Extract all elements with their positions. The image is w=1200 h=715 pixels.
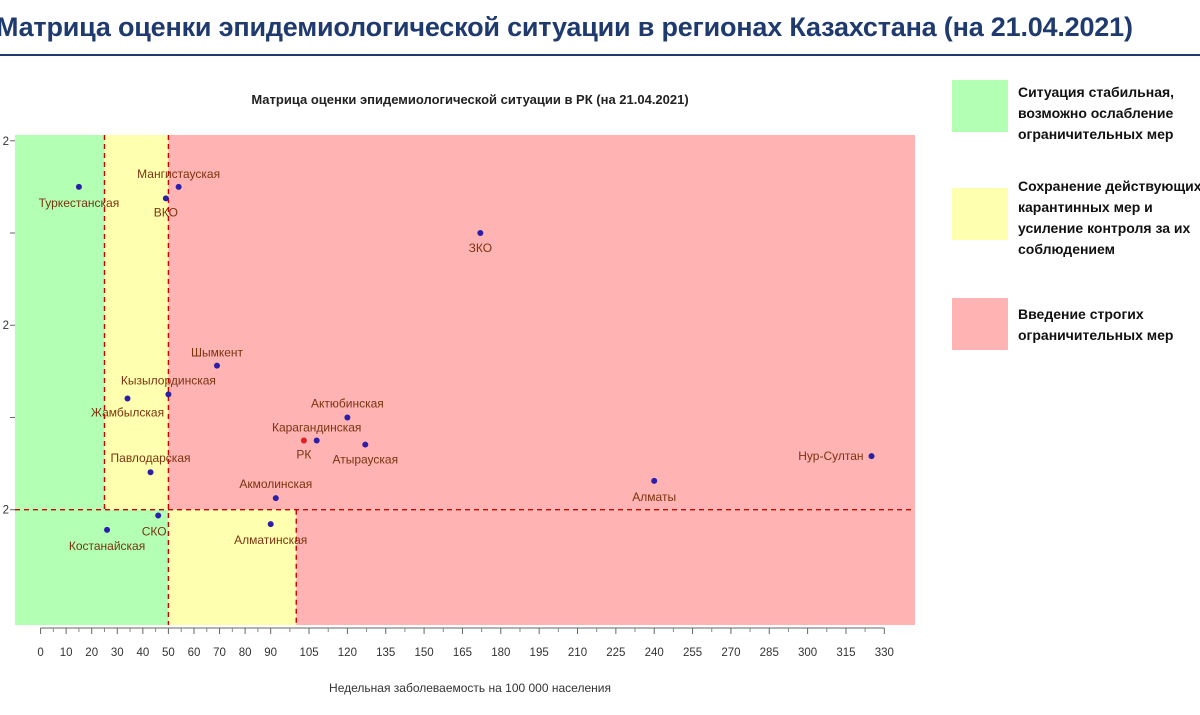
point-label: Атырауская [332,453,398,467]
data-point [104,526,111,533]
data-point [162,195,169,202]
data-point [344,414,351,421]
x-tick-label: 330 [875,647,894,659]
x-tick-label: 240 [645,647,664,659]
data-point [147,469,154,476]
x-tick-label: 225 [606,647,625,659]
data-point [213,362,220,369]
x-tick-label: 120 [338,647,357,659]
data-point [175,183,182,190]
point-label: Туркестанская [39,196,120,210]
x-tick-label: 90 [264,647,277,659]
x-tick-label: 50 [162,647,175,659]
x-tick-label: 80 [239,647,252,659]
point-label: Костанайская [69,539,145,553]
x-axis-label: Недельная заболеваемость на 100 000 насе… [329,681,611,695]
zone-green-3 [15,509,169,625]
point-label: Актюбинская [311,396,384,410]
point-label: Кызылординская [121,373,216,387]
x-tick-label: 70 [213,647,226,659]
chart-title: Матрица оценки эпидемиологической ситуац… [251,92,689,107]
data-point [477,230,484,236]
legend: Ситуация стабильная, возможно ослабление… [952,80,1200,360]
x-tick-label: 165 [453,647,472,659]
x-tick-label: 0 [37,647,43,659]
point-label: Шымкент [191,346,244,360]
data-point [124,395,131,402]
data-point [267,521,274,528]
x-tick-label: 255 [683,647,702,659]
x-tick-label: 105 [299,647,318,659]
zone-red-5 [296,509,915,625]
zone-yellow-4 [168,509,297,625]
x-tick-label: 210 [568,647,587,659]
x-tick-label: 60 [188,647,201,659]
x-tick-label: 40 [136,647,149,659]
legend-text-maintain: Сохранение действующих карантинных мер и… [1018,178,1200,257]
x-tick-label: 30 [111,647,124,659]
title-divider [0,54,1200,56]
x-tick-label: 10 [60,647,73,659]
legend-swatch-red [952,298,1008,350]
data-point [300,437,307,444]
x-tick-label: 20 [85,647,98,659]
point-label: ЗКО [469,241,492,255]
data-point [272,495,279,502]
data-point [651,477,658,484]
legend-swatch-green [952,80,1008,132]
legend-text-strict: Введение строгих ограничительных мер [1018,306,1174,343]
point-label: Акмолинская [239,477,312,491]
zone-red-2 [168,135,916,510]
y-tick-label: 2 [3,136,9,148]
point-label: СКО [142,524,167,538]
legend-swatch-yellow [952,188,1008,240]
point-label: Алматинская [234,533,307,547]
point-label: ВКО [154,205,178,219]
zone-yellow-1 [104,135,169,510]
point-label: Карагандинская [272,421,361,435]
x-tick-label: 315 [836,647,855,659]
x-tick-label: 300 [798,647,817,659]
x-tick-label: 180 [491,647,510,659]
point-label: Мангистауская [137,167,220,181]
data-point [868,453,875,460]
chart-plot: 0 10 20 30 40 50 60 70 80 90 105 120 135 150 165 180 195… [3,135,916,659]
zone-green-0 [15,135,105,510]
data-point [313,437,320,444]
y-tick-label: 2 [3,505,9,517]
x-tick-label: 285 [760,647,779,659]
point-label: Нур-Султан [798,449,863,463]
data-point [155,512,162,519]
y-tick-label: 2 [3,320,9,332]
legend-text-stable: Ситуация стабильная, возможно ослабление… [1018,84,1175,142]
data-point [75,183,82,190]
data-point [362,441,369,448]
point-label: Алматы [632,490,676,504]
x-tick-label: 150 [414,647,433,659]
data-point [165,391,172,398]
point-label: Жамбылская [91,405,164,419]
x-tick-label: 270 [721,647,740,659]
x-tick-label: 195 [530,647,549,659]
page-title: Матрица оценки эпидемиологической ситуац… [0,12,1133,42]
point-label: РК [296,448,311,462]
point-label: Павлодарская [111,451,191,465]
x-tick-label: 135 [376,647,395,659]
